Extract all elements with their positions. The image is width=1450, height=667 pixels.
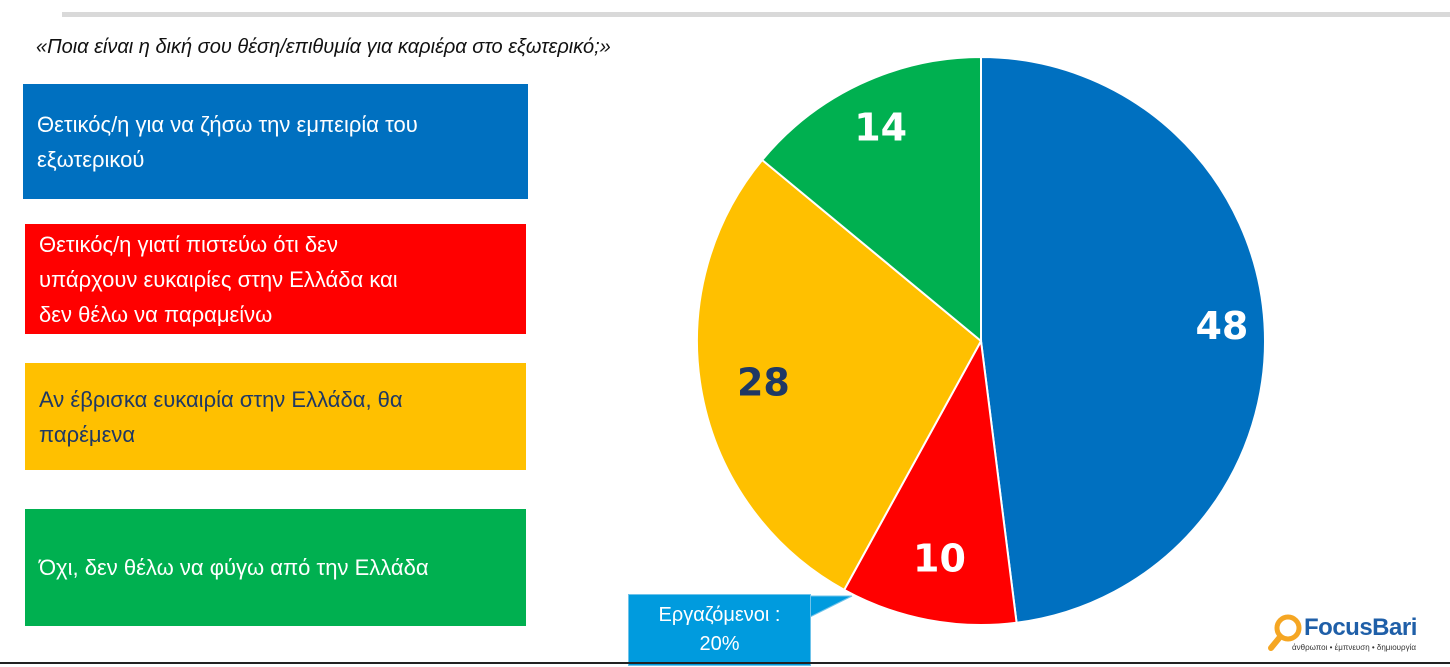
legend-item-positive-no-opportunities: Θετικός/η γιατί πιστεύω ότι δεν υπάρχουν… bbox=[25, 224, 526, 334]
survey-question: «Ποια είναι η δική σου θέση/επιθυμία για… bbox=[36, 36, 611, 58]
legend-line: παρέμενα bbox=[39, 421, 136, 447]
logo-tagline: άνθρωποι • έμπνευση • δημιουργία bbox=[1292, 643, 1416, 652]
legend-item-positive-experience: Θετικός/η για να ζήσω την εμπειρία του ε… bbox=[23, 84, 528, 199]
callout-label: Εργαζόμενοι : bbox=[658, 604, 781, 626]
legend-line: εξωτερικού bbox=[37, 146, 145, 172]
legend-line: Όχι, δεν θέλω να φύγω από την Ελλάδα bbox=[39, 555, 429, 580]
legend-item-do-not-want-to-leave: Όχι, δεν θέλω να φύγω από την Ελλάδα bbox=[25, 509, 526, 626]
legend-line: δεν θέλω να παραμείνω bbox=[39, 301, 273, 327]
slice-would-stay bbox=[696, 158, 983, 592]
logo-wordmark: FocusBari bbox=[1304, 614, 1417, 641]
legend-line: Θετικός/η γιατί πιστεύω ότι δεν bbox=[39, 231, 338, 257]
slice-positive-experience bbox=[980, 55, 1266, 624]
legend-item-would-stay: Αν έβρισκα ευκαιρία στην Ελλάδα, θα παρέ… bbox=[25, 363, 526, 470]
legend-line: Θετικός/η για να ζήσω την εμπειρία του bbox=[37, 111, 418, 137]
legend-line: υπάρχουν ευκαιρίες στην Ελλάδα και bbox=[39, 266, 398, 292]
slice-value-label: 28 bbox=[737, 361, 790, 405]
slice-value-label: 14 bbox=[854, 106, 907, 150]
slice-positive-no-opportunities bbox=[842, 337, 1018, 626]
slice-value-label: 10 bbox=[913, 537, 966, 581]
bottom-divider bbox=[0, 662, 1450, 664]
callout-value: 20% bbox=[699, 633, 740, 655]
slice-do-not-want-to-leave bbox=[760, 55, 982, 344]
focusbari-logo: FocusBari άνθρωποι • έμπνευση • δημιουργ… bbox=[1268, 612, 1443, 657]
slice-value-label: 48 bbox=[1195, 304, 1248, 348]
employed-callout: Εργαζόμενοι : 20% bbox=[628, 594, 811, 666]
legend-line: Αν έβρισκα ευκαιρία στην Ελλάδα, θα bbox=[39, 386, 403, 412]
top-divider bbox=[62, 12, 1450, 17]
magnifier-icon bbox=[1268, 614, 1302, 651]
